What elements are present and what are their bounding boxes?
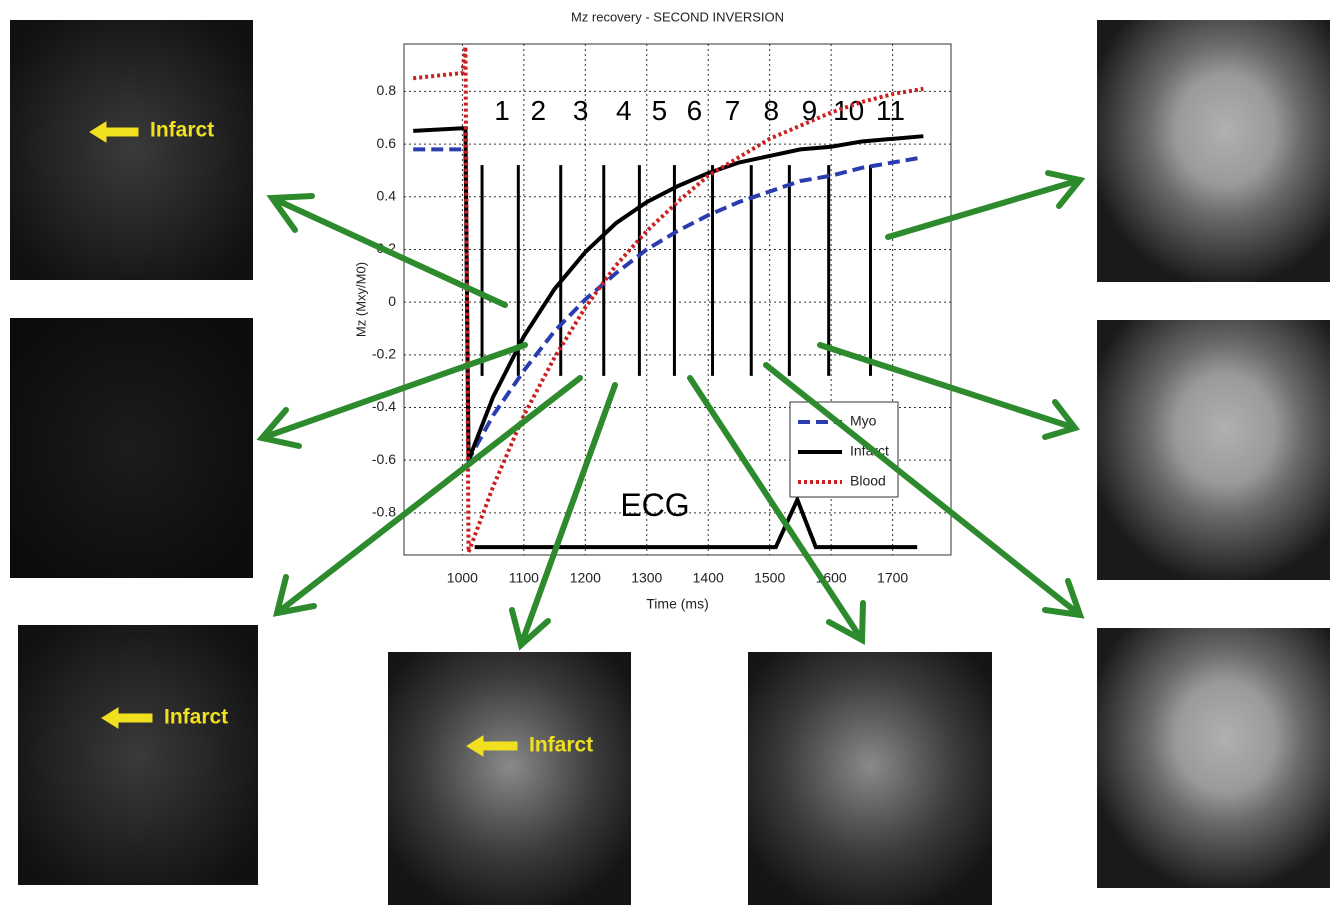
mri-image <box>1097 320 1330 580</box>
y-tick-label: -0.6 <box>372 451 396 467</box>
ecg-label: ECG <box>620 487 689 523</box>
readout-label: 6 <box>687 95 703 126</box>
infarct-label: Infarct <box>164 706 228 729</box>
readout-label: 10 <box>833 95 864 126</box>
x-tick-label: 1500 <box>754 570 785 586</box>
readout-label: 2 <box>531 95 547 126</box>
y-tick-label: 0.6 <box>377 135 397 151</box>
readout-label: 1 <box>494 95 510 126</box>
readout-label: 3 <box>573 95 589 126</box>
x-axis-label: Time (ms) <box>646 596 708 612</box>
y-tick-label: -0.8 <box>372 504 396 520</box>
mri-image <box>388 652 631 905</box>
y-tick-label: 0 <box>388 293 396 309</box>
infarct-label: Infarct <box>150 119 214 142</box>
y-tick-label: -0.2 <box>372 346 396 362</box>
y-tick-label: 0.4 <box>377 187 397 203</box>
readout-label: 8 <box>763 95 779 126</box>
mri-image <box>1097 628 1330 888</box>
mri-image <box>10 318 253 578</box>
infarct-label: Infarct <box>529 734 593 757</box>
readout-label: 5 <box>652 95 668 126</box>
legend-label: Blood <box>850 473 886 489</box>
readout-label: 11 <box>876 95 905 126</box>
mri-image <box>18 625 258 885</box>
y-axis-label: Mz (Mxy/M0) <box>353 262 368 337</box>
readout-label: 7 <box>725 95 741 126</box>
mri-image <box>1097 20 1330 282</box>
chart-title: Mz recovery - SECOND INVERSION <box>571 9 784 24</box>
x-tick-label: 1700 <box>877 570 908 586</box>
x-tick-label: 1300 <box>631 570 662 586</box>
mri-image <box>748 652 992 905</box>
x-tick-label: 1400 <box>693 570 724 586</box>
x-tick-label: 1000 <box>447 570 478 586</box>
figure: Infarct Infarct Infarct Mz recovery - SE… <box>0 0 1330 905</box>
x-tick-label: 1200 <box>570 570 601 586</box>
x-tick-label: 1100 <box>509 570 539 586</box>
readout-label: 4 <box>616 95 632 126</box>
y-tick-label: 0.8 <box>377 82 397 98</box>
legend-label: Myo <box>850 413 877 429</box>
arrow-head <box>829 603 863 640</box>
plot: Mz recovery - SECOND INVERSION Time (ms) M… <box>353 9 951 611</box>
mri-image <box>10 20 253 280</box>
